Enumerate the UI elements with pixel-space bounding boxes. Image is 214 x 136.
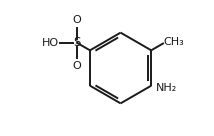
Text: NH₂: NH₂: [156, 83, 177, 93]
Text: CH₃: CH₃: [163, 37, 184, 47]
Text: O: O: [73, 61, 81, 71]
Text: HO: HO: [42, 38, 59, 48]
Text: S: S: [73, 36, 81, 49]
Text: O: O: [73, 15, 81, 25]
